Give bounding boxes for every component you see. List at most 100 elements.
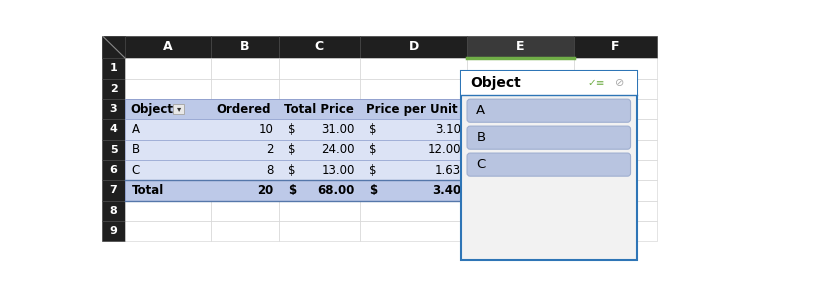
Text: 31.00: 31.00 (322, 123, 355, 136)
Bar (102, 139, 125, 160)
Bar (574, 160, 657, 180)
Text: 8: 8 (266, 163, 273, 176)
Text: ✓≡: ✓≡ (588, 78, 605, 88)
Bar (360, 139, 467, 160)
Bar (467, 160, 574, 180)
Bar (467, 200, 574, 221)
Bar (125, 160, 211, 180)
Text: Price per Unit: Price per Unit (366, 102, 457, 115)
Text: B: B (240, 40, 250, 53)
Bar (467, 99, 574, 119)
Bar (360, 36, 467, 58)
Bar (125, 139, 211, 160)
Bar (102, 200, 125, 221)
Bar (360, 221, 467, 241)
Text: 1: 1 (109, 63, 118, 73)
Bar (467, 78, 574, 99)
Text: 5: 5 (110, 145, 118, 155)
Bar (360, 119, 467, 139)
Text: A: A (163, 40, 173, 53)
Text: 10: 10 (259, 123, 273, 136)
Text: 6: 6 (109, 165, 118, 175)
Bar (102, 119, 125, 139)
Bar (125, 160, 467, 180)
Text: B: B (477, 131, 486, 144)
Bar (574, 180, 657, 200)
Bar (125, 78, 211, 99)
Text: 3.40: 3.40 (432, 184, 461, 197)
Text: Object: Object (470, 76, 521, 90)
Text: $: $ (370, 123, 377, 136)
Bar (211, 160, 279, 180)
Bar (125, 99, 211, 119)
Text: ▾: ▾ (176, 104, 181, 114)
Bar (125, 139, 467, 160)
Text: 1.63: 1.63 (435, 163, 461, 176)
Text: Ordered: Ordered (216, 102, 270, 115)
Text: A: A (477, 104, 486, 117)
Text: 3.10: 3.10 (435, 123, 461, 136)
Text: $: $ (288, 123, 295, 136)
Bar (279, 119, 360, 139)
Bar (125, 221, 211, 241)
Bar (211, 58, 279, 78)
Text: B: B (131, 143, 140, 156)
Text: $: $ (370, 184, 378, 197)
Bar (211, 200, 279, 221)
Bar (102, 36, 125, 58)
Bar (102, 180, 125, 200)
Text: C: C (477, 158, 486, 171)
Bar (173, 104, 184, 114)
Text: 8: 8 (109, 206, 118, 216)
Text: $: $ (370, 143, 377, 156)
Text: 2: 2 (266, 143, 273, 156)
Bar (125, 180, 467, 200)
Text: ⊘: ⊘ (615, 78, 624, 88)
Text: 20: 20 (257, 184, 273, 197)
Bar (467, 36, 574, 58)
Text: F: F (611, 40, 619, 53)
FancyBboxPatch shape (467, 99, 631, 122)
Text: 12.00: 12.00 (428, 143, 461, 156)
Bar (574, 78, 657, 99)
Bar (574, 36, 657, 58)
Bar (574, 221, 657, 241)
Text: 7: 7 (109, 185, 118, 195)
Bar (461, 71, 636, 260)
Text: $: $ (370, 163, 377, 176)
Bar (279, 58, 360, 78)
FancyBboxPatch shape (467, 126, 631, 149)
Bar (574, 139, 657, 160)
Bar (125, 99, 467, 119)
Text: 24.00: 24.00 (322, 143, 355, 156)
Text: 3: 3 (110, 104, 118, 114)
Text: Object: Object (131, 102, 174, 115)
Bar (574, 99, 657, 119)
Bar (102, 221, 125, 241)
Bar (125, 119, 211, 139)
Bar (467, 180, 574, 200)
Bar (574, 119, 657, 139)
Text: C: C (315, 40, 324, 53)
Bar (102, 99, 125, 119)
Bar (211, 119, 279, 139)
Bar (211, 180, 279, 200)
Bar (102, 36, 125, 58)
Bar (125, 180, 211, 200)
Bar (125, 119, 467, 139)
Text: Total: Total (131, 184, 164, 197)
Bar (360, 160, 467, 180)
Bar (467, 139, 574, 160)
Bar (211, 36, 279, 58)
Bar (360, 58, 467, 78)
Text: A: A (131, 123, 140, 136)
Bar (360, 78, 467, 99)
Text: 4: 4 (109, 124, 118, 134)
Bar (574, 200, 657, 221)
Bar (279, 78, 360, 99)
Bar (211, 221, 279, 241)
Bar (125, 36, 211, 58)
Bar (279, 99, 360, 119)
Text: D: D (409, 40, 419, 53)
Bar (211, 139, 279, 160)
